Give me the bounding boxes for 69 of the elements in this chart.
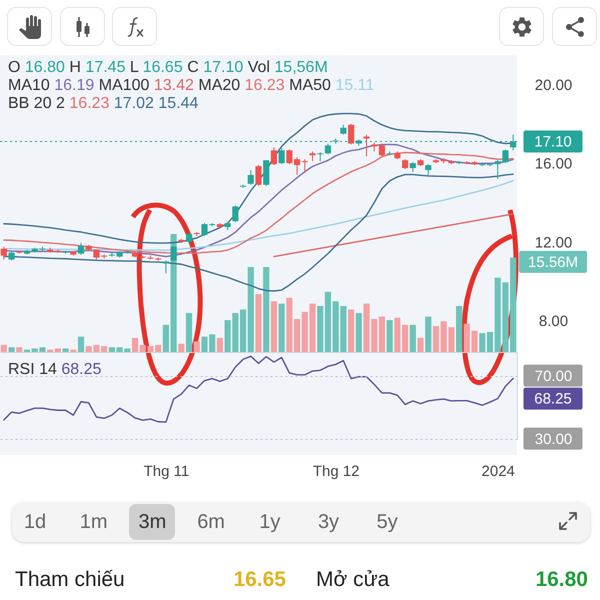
text: 1d [24,511,46,533]
y-tick-label: 20.00 [534,77,572,94]
text: Mở cửa [316,568,390,591]
candlestick [186,232,192,244]
annotation: MA10 16.19 MA100 13.42 MA20 16.23 MA50 15.11 [8,77,374,94]
bar [194,341,200,352]
bar [456,306,462,352]
bar [278,304,285,352]
candlestick [162,260,169,274]
bar [0,344,7,352]
candlestick [340,124,346,136]
bar [16,347,22,352]
bar [224,320,231,352]
y-tick-label: 12.00 [534,234,572,252]
text: 15.56M [528,254,578,271]
bar [425,316,432,352]
candlestick [425,164,432,176]
y-tick-label: 70.00 [534,368,572,386]
bar [178,344,184,352]
ref-line-label: 17.10 [534,134,572,151]
y-tick-label: 8.00 [538,313,568,330]
bar [255,294,262,352]
text: 1m [80,511,108,533]
text: O 16.80 H 17.45 L 16.65 C 17.10 Vol 15,56M [8,59,328,76]
line-series [273,213,514,258]
bar [8,347,15,352]
text: 16.65 [233,568,286,591]
data-label: 68.25 [534,390,572,408]
candlestick [0,246,7,260]
text: 16.80 [535,568,588,591]
bar [216,338,224,352]
bar [386,320,393,352]
candlestick [232,204,238,223]
y-tick-label: 16.00 [534,156,572,173]
annotation: BB 20 2 16.23 17.02 15.44 [8,95,198,112]
candlestick [309,150,316,162]
text: 6m [197,511,225,533]
candlestick [410,162,416,173]
text: Tham chiếu [15,568,125,591]
candlestick [402,158,408,170]
bar [78,336,84,352]
bar [54,348,61,352]
bar [62,348,69,352]
candlestick [78,242,84,256]
bar [410,324,416,352]
text: 3y [318,511,340,533]
text: 1y [259,511,280,533]
candlestick [270,146,278,166]
bar [270,301,278,352]
text: 3m [138,511,166,533]
bar [348,310,354,352]
candlestick [324,143,332,155]
candlestick [363,134,370,157]
x-tick-label: Thg 12 [312,463,360,480]
line-series [3,356,514,423]
candlestick [248,170,254,186]
annotation: RSI 14 68.25 [8,361,102,378]
candlestick [348,123,354,145]
bar [356,313,362,352]
candlestick [278,148,285,165]
candlestick [255,164,262,186]
y-tick-label: 30.00 [534,431,572,448]
x-tick-label: Thg 11 [144,463,190,480]
candlestick [170,245,177,262]
x-tick-label: 2024 [482,463,515,480]
bar [263,267,270,352]
bar [417,338,424,352]
text: 5y [376,511,398,533]
bar [186,313,192,352]
